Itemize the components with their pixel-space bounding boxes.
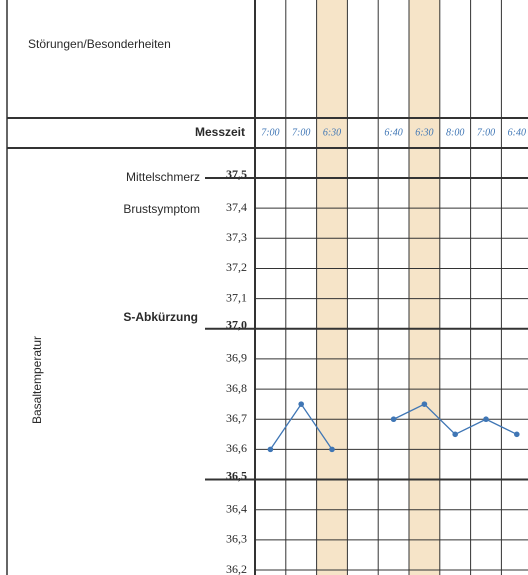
temperature-line <box>269 402 518 450</box>
time-value: 6:30 <box>415 127 433 138</box>
y-tick-label: 36,7 <box>226 411 247 425</box>
temperature-point <box>298 401 305 407</box>
temperature-point <box>421 401 428 407</box>
time-label: Messzeit <box>195 125 245 139</box>
y-tick-label: 36,8 <box>226 381 247 395</box>
y-tick-label: 37,1 <box>226 290 247 304</box>
highlight-column <box>316 0 348 575</box>
y-tick-label: 36,3 <box>226 532 247 546</box>
annotation: S-Abkürzung <box>123 310 198 324</box>
y-tick-label: 36,4 <box>226 501 247 515</box>
y-axis-label: Basaltemperatur <box>30 336 44 424</box>
y-tick-label: 36,6 <box>226 441 247 455</box>
temperature-point <box>267 446 274 453</box>
y-tick-label: 37,2 <box>226 260 247 274</box>
temperature-point <box>390 416 397 423</box>
y-tick-label: 36,2 <box>226 562 247 575</box>
time-value: 7:00 <box>292 127 310 138</box>
temperature-point <box>329 446 335 453</box>
y-tick-label: 37,3 <box>226 230 247 244</box>
background-layer <box>6 0 528 575</box>
temperature-point <box>483 416 489 423</box>
annotation: Brustsymptom <box>123 202 200 216</box>
highlight-column <box>409 0 440 575</box>
time-value: 6:40 <box>508 127 526 138</box>
time-value: 6:40 <box>384 127 402 138</box>
temperature-point <box>514 431 520 438</box>
y-tick-label: 37,4 <box>226 200 247 214</box>
time-value: 8:00 <box>446 127 464 138</box>
y-tick-label: 36,9 <box>226 351 247 365</box>
temperature-point <box>452 431 459 438</box>
time-value: 7:00 <box>261 127 279 138</box>
time-value: 6:30 <box>323 127 341 138</box>
annotation: Mittelschmerz <box>126 170 200 184</box>
time-value: 7:00 <box>477 127 495 138</box>
header-label: Störungen/Besonderheiten <box>28 37 171 51</box>
